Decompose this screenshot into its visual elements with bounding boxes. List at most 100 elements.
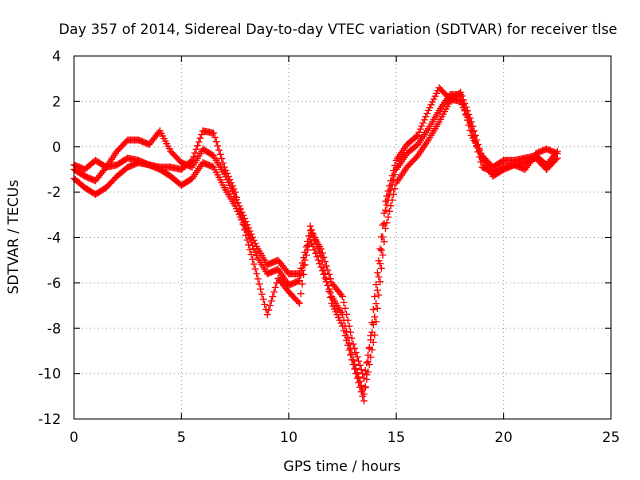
x-tick-label: 25 (602, 430, 620, 446)
data-point (347, 351, 355, 359)
y-tick-label: -6 (47, 276, 61, 292)
data-point (301, 261, 309, 269)
data-point (339, 322, 346, 330)
data-point (348, 334, 356, 342)
data-point (246, 227, 254, 235)
data-point (310, 233, 318, 241)
data-point (324, 281, 332, 289)
data-point (391, 161, 399, 169)
data-point (210, 129, 218, 137)
data-point (344, 316, 352, 324)
data-point (261, 300, 269, 308)
y-tick-label: -4 (47, 231, 61, 247)
x-tick-label: 5 (177, 430, 186, 446)
data-point (249, 255, 257, 263)
data-point (340, 327, 348, 335)
data-point (297, 290, 305, 298)
data-point (247, 251, 255, 259)
data-point (251, 239, 259, 247)
data-point (251, 265, 259, 273)
data-point (352, 349, 360, 357)
data-point (353, 353, 361, 361)
data-point (240, 226, 248, 234)
data-point (316, 248, 324, 256)
data-point (368, 319, 376, 327)
y-tick-label: 2 (52, 94, 61, 110)
data-point (377, 264, 385, 272)
data-point (224, 173, 232, 181)
data-point (414, 131, 422, 139)
data-point (222, 166, 230, 174)
data-point (380, 238, 388, 246)
data-point (474, 148, 482, 156)
data-point (423, 110, 431, 118)
data-point (187, 157, 195, 165)
data-point (227, 179, 235, 187)
data-point (312, 237, 320, 245)
data-point (325, 270, 333, 278)
data-point (223, 169, 231, 177)
x-tick-label: 15 (387, 430, 405, 446)
data-point (381, 197, 389, 205)
data-point (220, 163, 228, 171)
data-point (194, 142, 202, 150)
data-point (553, 150, 561, 158)
data-point (231, 188, 239, 196)
data-point (360, 397, 368, 405)
data-point (461, 107, 469, 115)
data-point (470, 133, 478, 141)
data-point (271, 283, 279, 291)
y-tick-label: -12 (38, 412, 61, 428)
data-point (239, 220, 247, 228)
data-point (375, 273, 383, 281)
data-point (212, 138, 220, 146)
y-tick-label: -8 (47, 321, 61, 337)
data-point (340, 298, 348, 306)
data-point (364, 351, 372, 359)
data-point (257, 285, 265, 293)
data-point (361, 367, 369, 375)
data-point (321, 270, 329, 278)
data-point (422, 113, 430, 121)
data-point (304, 241, 312, 249)
data-point (351, 365, 359, 373)
data-point (326, 275, 334, 283)
data-point (371, 313, 379, 321)
data-point (318, 258, 326, 266)
y-tick-label: -2 (47, 185, 61, 201)
data-point (270, 288, 278, 296)
chart-title: Day 357 of 2014, Sidereal Day-to-day VTE… (59, 22, 618, 38)
data-point (349, 340, 357, 348)
data-point (475, 153, 483, 161)
data-point (259, 295, 267, 303)
data-point (363, 359, 371, 367)
data-point (390, 167, 398, 175)
data-point (359, 392, 367, 400)
data-point (347, 328, 355, 336)
data-point (242, 231, 250, 239)
data-point (266, 302, 274, 310)
data-point (372, 281, 380, 289)
data-point (216, 150, 224, 158)
data-point (373, 269, 381, 277)
data-point (385, 182, 393, 190)
data-point (376, 278, 384, 286)
data-point (313, 241, 321, 249)
data-point (380, 209, 388, 217)
data-point (302, 243, 310, 251)
data-point (372, 300, 380, 308)
data-point (458, 100, 466, 108)
data-point (269, 292, 277, 300)
data-point (246, 246, 254, 254)
data-point (298, 280, 306, 288)
data-point (373, 304, 381, 312)
data-point (297, 264, 305, 272)
y-tick-label: -10 (38, 367, 61, 383)
data-point (471, 138, 479, 146)
data-point (215, 146, 223, 154)
data-point (345, 346, 353, 354)
data-point (357, 366, 365, 374)
data-point (412, 133, 420, 141)
